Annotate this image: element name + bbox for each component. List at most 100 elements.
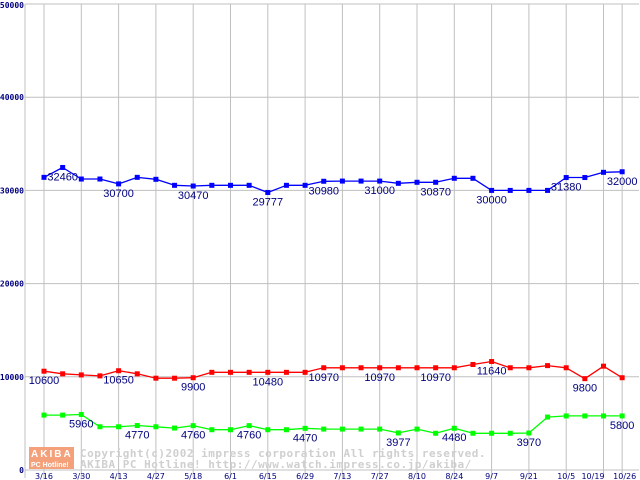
x-tick-label: 7/27 [371,472,389,480]
x-tick-label: 9/21 [520,472,538,480]
data-point-green [619,413,625,419]
data-point-red [489,359,495,365]
data-point-red [41,368,47,374]
data-label-blue: 30870 [420,186,451,198]
data-point-red [265,369,271,375]
data-point-blue [283,182,289,188]
data-point-green [563,413,569,419]
data-point-green [246,423,252,429]
data-point-blue [358,178,364,184]
x-tick-label: 5/18 [184,472,202,480]
data-point-green [190,423,196,429]
data-point-green [116,424,122,430]
data-point-green [358,426,364,432]
data-point-red [190,375,196,381]
data-point-red [601,363,606,369]
data-label-blue: 30700 [103,188,134,200]
data-point-red [97,373,103,379]
x-tick-label: 6/15 [259,472,277,480]
data-point-blue [190,183,196,189]
data-point-blue [507,187,513,193]
data-point-red [78,372,84,378]
data-point-green [377,426,383,432]
data-point-green [60,412,66,418]
copyright-text: Copyright(c)2002 impress corporation All… [80,447,486,460]
data-point-green [395,430,401,436]
data-point-red [507,365,513,371]
data-point-blue [209,182,215,188]
data-label-blue: 32000 [607,176,638,188]
data-point-green [470,430,476,436]
data-point-blue [60,164,66,170]
data-point-green [228,427,233,433]
data-point-red [228,369,233,375]
data-label-red: 11640 [477,366,507,378]
data-point-green [601,413,606,419]
x-tick-label: 8/10 [408,472,426,480]
data-label-blue: 31380 [551,182,582,194]
data-label-green: 4470 [293,432,317,444]
data-label-red: 10650 [103,375,134,387]
data-point-red [526,365,532,371]
data-point-blue [563,175,569,181]
data-point-red [395,365,401,371]
data-label-green: 4770 [125,430,149,442]
data-point-red [116,368,122,374]
data-point-blue [41,174,47,180]
y-tick-label: 0 [19,466,24,475]
data-point-red [563,365,569,371]
data-label-blue: 30980 [308,185,339,197]
data-point-green [153,424,159,430]
logo-box-bottom [29,459,74,469]
data-point-blue [601,169,606,175]
data-point-blue [265,189,271,195]
x-tick-label: 10/5 [557,472,575,480]
series-line-green [44,413,623,434]
data-label-green: 4480 [442,432,466,444]
data-point-blue [545,187,551,193]
data-point-blue [377,178,383,184]
data-point-green [545,414,551,420]
grid [24,3,639,478]
x-tick-label: 9/7 [485,472,498,480]
data-point-red [172,375,178,381]
data-point-green [134,423,140,429]
data-point-blue [451,175,457,181]
x-tick-label: 4/13 [110,472,128,480]
x-tick-label: 6/29 [296,472,314,480]
data-point-green [97,424,103,430]
data-label-green: 3970 [517,437,541,449]
data-point-green [507,430,513,436]
data-point-red [153,375,159,381]
x-tick-label: 10/26 [613,472,636,480]
data-label-red: 10480 [253,376,284,388]
data-point-green [414,426,420,432]
x-tick-label: 7/13 [333,472,351,480]
data-point-blue [582,175,588,181]
data-label-blue: 30000 [476,194,507,206]
series-layer: 32460 30700 30470 29777 30980 31000 30870 30000… [29,164,638,449]
data-point-blue [470,175,476,181]
data-label-green: 4760 [181,430,205,442]
data-point-red [377,365,383,371]
series-red: 10600 10650 9900 10480 10970 10970 10970 11640 9… [29,359,625,395]
data-point-green [78,411,84,417]
y-tick-label: 20000 [0,280,24,289]
data-point-red [451,365,457,371]
data-point-blue [153,176,159,182]
data-point-red [302,369,308,375]
x-tick-label: 3/16 [35,472,53,480]
watermark: AKIBA PC Hotline! Copyright(c)2002 impre… [29,447,486,471]
data-point-green [582,413,588,419]
data-point-green [489,430,495,436]
data-point-blue [116,181,122,187]
data-point-green [526,430,532,436]
y-tick-label: 10000 [0,373,24,382]
data-point-red [60,371,66,377]
data-point-green [433,430,439,436]
data-point-green [265,427,271,433]
data-point-blue [78,176,84,182]
data-point-red [619,375,625,381]
